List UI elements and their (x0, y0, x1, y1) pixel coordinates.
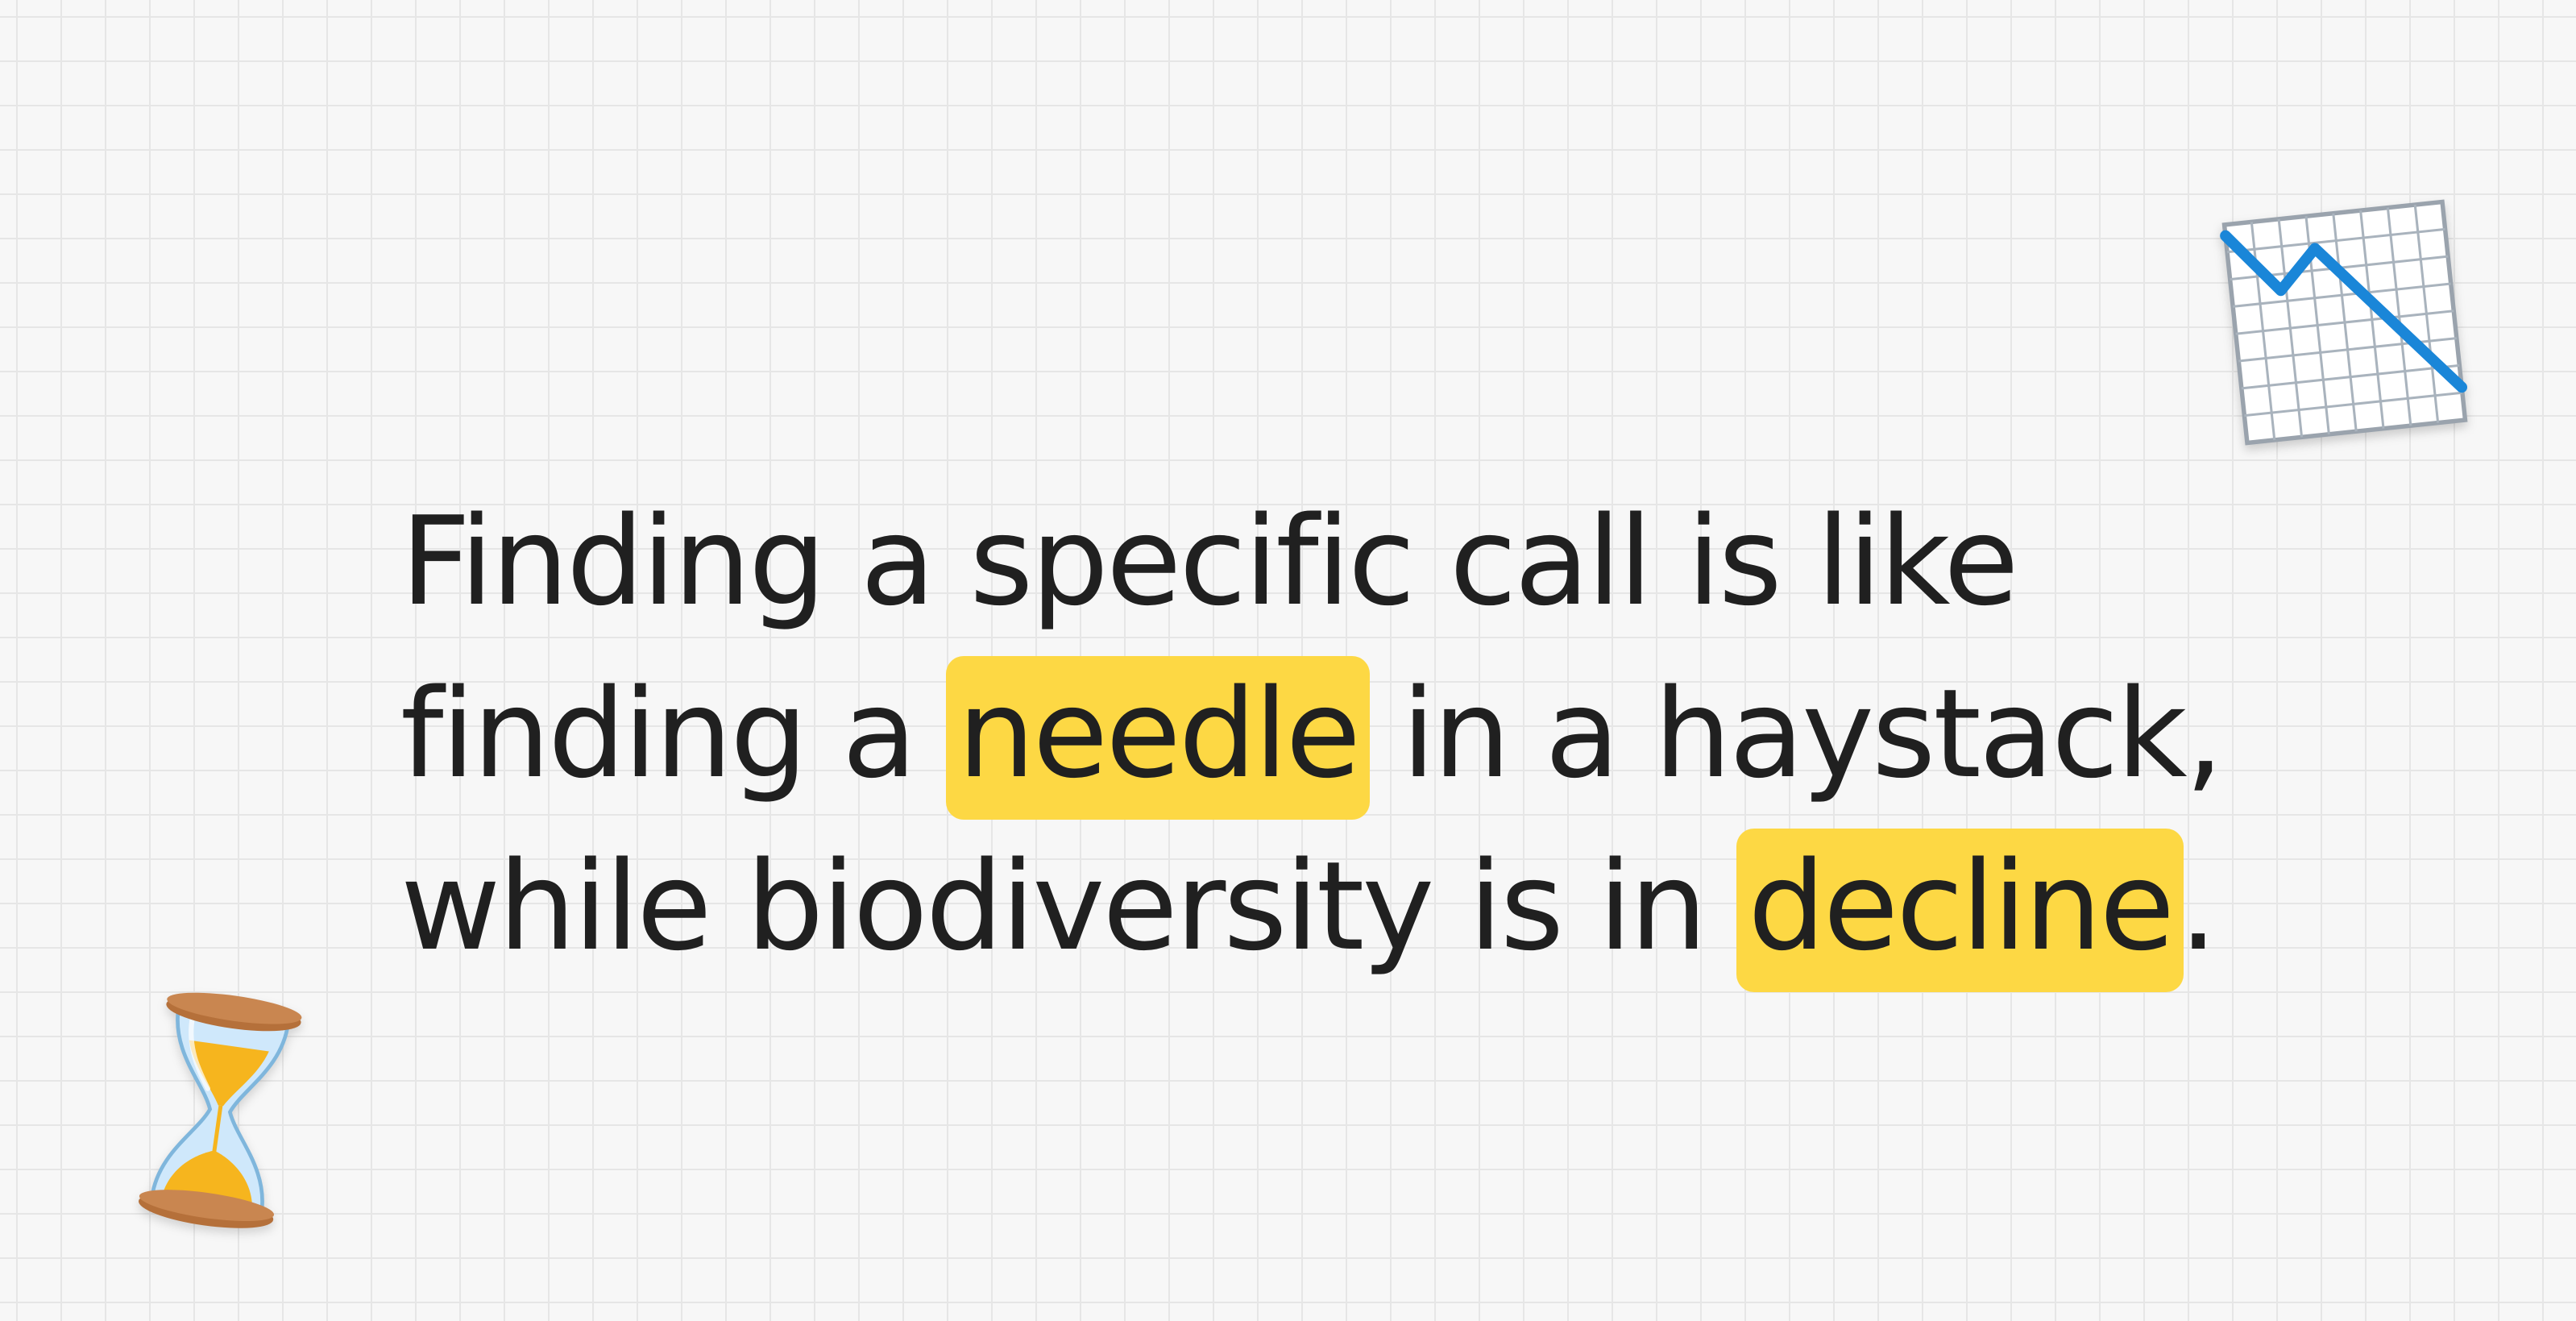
caption-line-1: Finding a specific call is like (400, 476, 2254, 648)
caption-text: in a haystack, (1365, 663, 2224, 805)
caption-line-3: while biodiversity is in decline. (400, 820, 2254, 993)
slide-caption: Finding a specific call is like finding … (400, 476, 2254, 993)
caption-text: Finding a specific call is like (400, 490, 2019, 633)
highlight-decline: decline (1736, 829, 2184, 992)
caption-text: while biodiversity is in (400, 835, 1742, 978)
caption-line-2: finding a needle in a haystack, (400, 648, 2254, 820)
hourglass-icon (139, 992, 302, 1228)
highlight-needle: needle (946, 656, 1370, 820)
caption-text: . (2179, 835, 2217, 978)
caption-text: finding a (400, 663, 952, 805)
chart-decreasing-icon (2220, 199, 2468, 446)
